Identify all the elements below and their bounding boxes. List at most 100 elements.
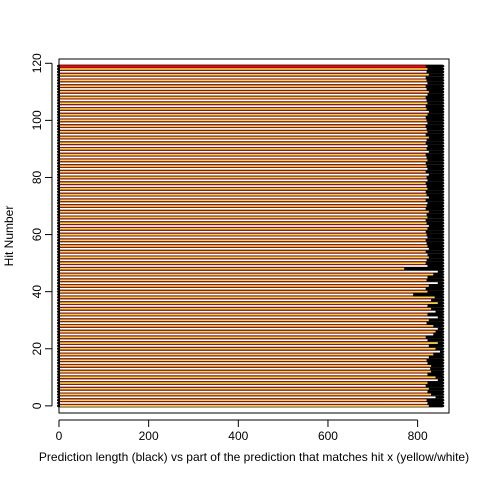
gap-line — [60, 286, 426, 288]
match-bar — [60, 73, 429, 76]
gap-line — [60, 261, 426, 263]
gap-line — [60, 246, 428, 248]
gap-line — [60, 341, 428, 343]
gap-line — [60, 115, 426, 117]
match-bar — [60, 290, 428, 293]
match-bar — [60, 316, 438, 319]
gap-line — [60, 135, 426, 137]
x-tick-label: 0 — [56, 429, 63, 443]
gap-line — [60, 383, 426, 385]
match-bar — [60, 139, 427, 142]
match-bar — [60, 393, 432, 396]
gap-line — [60, 398, 427, 400]
match-bar — [60, 262, 426, 265]
match-bar — [60, 156, 427, 159]
match-bar — [60, 113, 428, 116]
gap-line — [60, 306, 428, 308]
gap-line — [60, 175, 427, 177]
match-bar — [60, 342, 438, 344]
gap-line — [60, 152, 426, 154]
match-bar — [60, 256, 429, 259]
gap-line — [60, 221, 426, 223]
gap-line — [60, 72, 427, 74]
match-bar — [60, 182, 426, 185]
gap-line — [60, 363, 428, 365]
gap-line — [60, 229, 426, 231]
match-bar — [60, 202, 428, 205]
gap-line — [60, 343, 429, 345]
match-bar — [60, 79, 427, 82]
gap-line — [60, 147, 427, 148]
gap-line — [60, 118, 426, 120]
match-bar — [60, 159, 428, 162]
match-bar — [60, 362, 428, 364]
match-bar — [60, 165, 427, 167]
match-bar — [60, 216, 428, 219]
match-bar — [60, 93, 428, 96]
gap-line — [60, 292, 414, 294]
gap-line — [60, 129, 427, 131]
match-bar — [60, 390, 428, 393]
match-bar — [60, 282, 438, 284]
match-bar — [60, 330, 436, 333]
gap-line — [60, 186, 427, 188]
match-bar — [60, 356, 429, 359]
match-bar — [60, 253, 428, 256]
match-bar — [60, 325, 434, 327]
match-bar — [60, 245, 428, 247]
match-bar — [60, 322, 427, 324]
gap-line — [60, 172, 426, 174]
gap-line — [60, 281, 427, 283]
gap-line — [60, 264, 426, 266]
match-bar — [60, 76, 426, 79]
match-bar — [60, 319, 429, 322]
match-bar — [60, 376, 436, 379]
gap-line — [60, 155, 426, 157]
gap-line — [60, 178, 427, 180]
match-bar — [60, 365, 432, 367]
y-axis-label: Hit Number — [2, 206, 16, 267]
match-bar — [60, 168, 428, 170]
gap-line — [60, 401, 427, 403]
match-bar — [60, 85, 426, 88]
gap-line — [60, 315, 428, 317]
match-bar — [60, 125, 426, 127]
match-bar — [60, 190, 426, 193]
gap-line — [60, 312, 428, 314]
gap-line — [60, 95, 426, 97]
match-bar — [60, 250, 426, 253]
match-bar — [60, 313, 428, 316]
match-bar — [60, 247, 429, 250]
y-tick-label: 40 — [30, 285, 44, 299]
y-tick-label: 20 — [30, 342, 44, 356]
gap-line — [60, 329, 436, 331]
match-bar — [60, 236, 428, 239]
gap-line — [60, 87, 426, 89]
gap-line — [60, 386, 426, 388]
gap-line — [60, 67, 426, 69]
gap-line — [60, 98, 426, 100]
match-bar — [60, 82, 428, 85]
match-bar — [60, 96, 426, 99]
gap-line — [60, 149, 427, 151]
match-bar — [60, 219, 426, 222]
gap-line — [60, 101, 427, 103]
match-bar — [60, 267, 405, 270]
match-bar — [60, 153, 426, 156]
gap-line — [60, 252, 426, 254]
x-tick-label: 800 — [408, 429, 428, 443]
gap-line — [60, 266, 405, 268]
match-bar — [60, 130, 428, 133]
y-tick-label: 120 — [30, 53, 44, 73]
y-tick-label: 100 — [30, 110, 44, 130]
match-bar — [60, 148, 427, 150]
match-bar — [60, 327, 438, 330]
x-tick-label: 200 — [139, 429, 159, 443]
match-bar — [60, 90, 429, 93]
gap-line — [60, 372, 428, 374]
match-bar — [60, 136, 429, 139]
match-bar — [60, 347, 436, 350]
gap-line — [60, 346, 429, 348]
match-bar — [60, 88, 427, 90]
gap-line — [60, 332, 434, 334]
